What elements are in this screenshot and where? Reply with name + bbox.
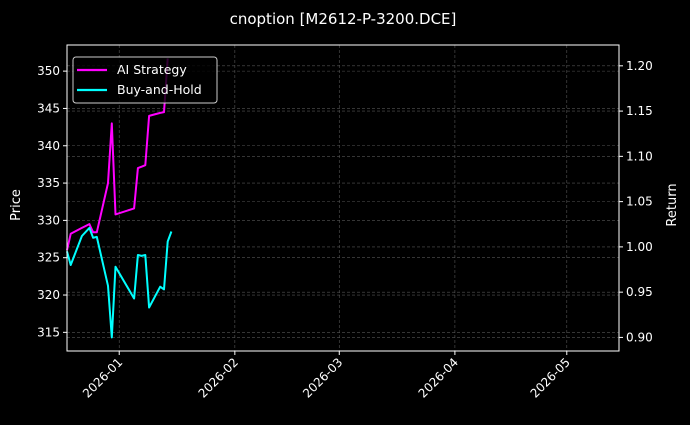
y-tick-label-right: 1.00 [626, 240, 653, 254]
y-tick-label-left: 340 [37, 139, 60, 153]
x-tick-label: 2026-04 [416, 355, 461, 400]
y-tick-label-left: 350 [37, 64, 60, 78]
x-axis: 2026-01 2026-02 2026-03 2026-04 2026-05 [80, 351, 573, 401]
y-tick-label-right: 1.05 [626, 195, 653, 209]
left-y-axis: 315 320 325 330 335 340 345 350 [37, 64, 67, 339]
x-tick-label: 2026-03 [300, 355, 345, 400]
series-line-buy-and-hold [66, 226, 173, 339]
y-axis-label-left: Price [9, 189, 24, 221]
y-tick-label-left: 325 [37, 251, 60, 265]
y-tick-label-right: 1.20 [626, 59, 653, 73]
y-tick-label-right: 1.15 [626, 104, 653, 118]
y-tick-label-left: 345 [37, 101, 60, 115]
legend: AI Strategy Buy-and-Hold [72, 56, 218, 104]
y-tick-label-left: 315 [37, 325, 60, 339]
y-tick-label-left: 330 [37, 213, 60, 227]
data-lines [66, 58, 173, 339]
y-tick-label-right: 0.95 [626, 285, 653, 299]
series-line-ai-strategy [66, 58, 169, 251]
x-tick-label: 2026-02 [196, 355, 241, 400]
legend-label-ai-strategy: AI Strategy [117, 62, 187, 77]
y-tick-label-right: 0.90 [626, 330, 653, 344]
chart-title: cnoption [M2612-P-3200.DCE] [230, 10, 457, 28]
y-tick-label-left: 335 [37, 176, 60, 190]
y-tick-label-right: 1.10 [626, 149, 653, 163]
legend-label-buy-and-hold: Buy-and-Hold [117, 82, 202, 97]
y-axis-label-right: Return [665, 183, 680, 226]
right-y-axis: 0.90 0.95 1.00 1.05 1.10 1.15 1.20 [619, 59, 653, 344]
legend-box [72, 56, 218, 104]
x-tick-label: 2026-01 [80, 355, 125, 400]
grid [67, 45, 619, 351]
x-tick-label: 2026-05 [528, 355, 573, 400]
y-tick-label-left: 320 [37, 288, 60, 302]
plot-area-frame [66, 44, 620, 352]
